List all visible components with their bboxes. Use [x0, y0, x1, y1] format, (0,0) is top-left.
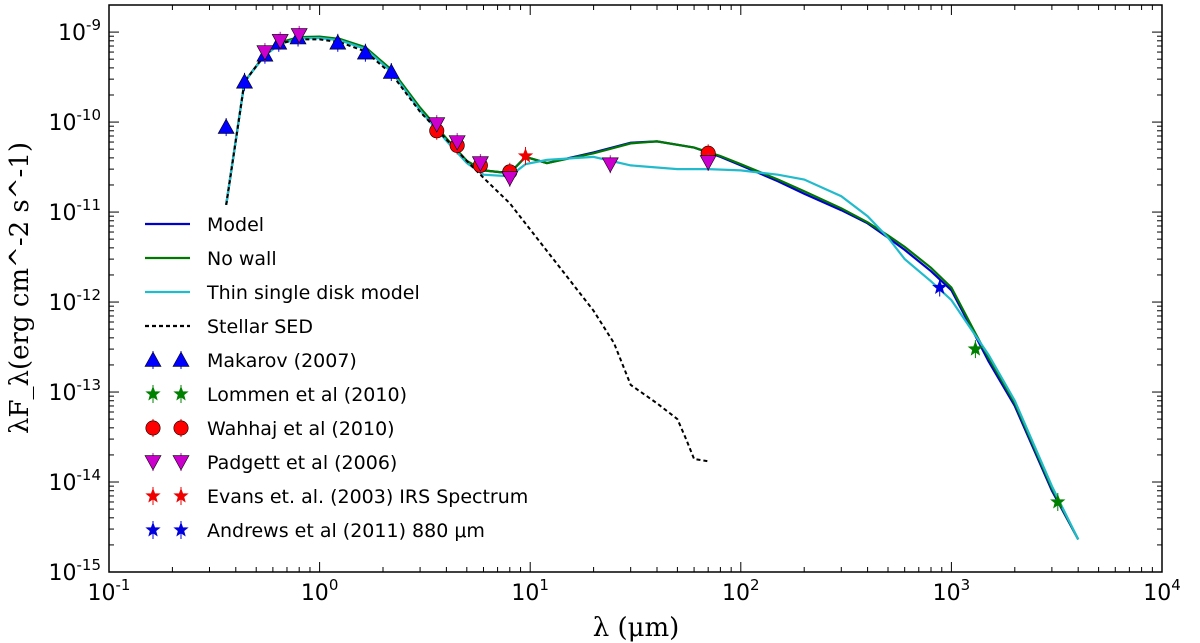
legend-label-evans-et-al-2003-irs-spectrum: Evans et. al. (2003) IRS Spectrum [207, 486, 528, 508]
legend-marker-andrews-et-al-2011-880-m [145, 521, 161, 537]
y-tick-label: 10-11 [49, 196, 102, 226]
legend-marker-lommen-et-al-2010 [173, 385, 189, 401]
data-points [217, 25, 1066, 511]
x-tick-label: 104 [1143, 576, 1181, 606]
legend-label-model: Model [207, 214, 264, 236]
point-makarov-2007 [217, 118, 235, 134]
legend-marker-wahhaj-et-al-2010 [145, 420, 161, 436]
point-lommen-et-al-2010 [967, 341, 983, 356]
legend-marker-makarov-2007 [144, 351, 162, 367]
point-padgett-et-al-2006 [271, 34, 289, 50]
x-tick-label: 100 [301, 576, 339, 606]
x-tick-label: 101 [511, 576, 549, 606]
y-tick-label: 10-15 [49, 556, 102, 586]
tick-labels: 10-1 100 101 102 103 104 10-15 10-14 10-13 10-12 1… [49, 16, 1181, 606]
point-lommen-et-al-2010 [1050, 493, 1066, 509]
y-tick-label: 10-13 [49, 376, 102, 406]
point-padgett-et-al-2006 [601, 157, 619, 173]
legend-marker-andrews-et-al-2011-880-m [173, 521, 189, 537]
legend: Model No wall Thin single disk model Stella… [144, 214, 528, 542]
point-padgett-et-al-2006 [471, 156, 489, 172]
legend-marker-evans-et-al-2003-irs-spectrum [145, 487, 161, 503]
point-makarov-2007 [356, 44, 374, 60]
model-curves [225, 35, 1080, 540]
legend-label-padgett-et-al-2006: Padgett et al (2006) [207, 452, 397, 474]
y-tick-label: 10-9 [58, 16, 101, 46]
point-makarov-2007 [382, 63, 400, 79]
point-padgett-et-al-2006 [256, 45, 274, 61]
legend-marker-wahhaj-et-al-2010 [173, 420, 189, 436]
point-padgett-et-al-2006 [428, 117, 446, 133]
legend-label-thin-single-disk-model: Thin single disk model [206, 282, 420, 304]
legend-marker-lommen-et-al-2010 [145, 385, 161, 401]
point-padgett-et-al-2006 [290, 28, 308, 44]
curve-no-wall [225, 35, 1080, 540]
y-axis-label: λF_λ(erg cm^-2 s^-1) [5, 142, 35, 434]
legend-label-andrews-et-al-2011-880-m: Andrews et al (2011) 880 μm [207, 520, 485, 542]
curve-stellar-sed [225, 38, 709, 463]
tick-marks [108, 4, 1162, 573]
x-tick-label: 103 [933, 576, 971, 606]
x-tick-label: 10-1 [88, 576, 131, 606]
point-andrews-et-al-2011-880-m [932, 279, 948, 294]
legend-label-no-wall: No wall [207, 248, 277, 270]
point-evans-et-al-2003-irs-spectrum [517, 147, 534, 163]
legend-marker-evans-et-al-2003-irs-spectrum [173, 487, 189, 503]
legend-label-wahhaj-et-al-2010: Wahhaj et al (2010) [207, 418, 395, 440]
y-tick-label: 10-14 [49, 466, 102, 496]
legend-marker-padgett-et-al-2006 [144, 455, 162, 471]
x-axis-label: λ (μm) [593, 613, 680, 643]
legend-marker-padgett-et-al-2006 [172, 455, 190, 471]
point-padgett-et-al-2006 [448, 135, 466, 151]
y-tick-label: 10-10 [49, 106, 102, 136]
legend-label-stellar-sed: Stellar SED [207, 316, 313, 338]
x-tick-label: 102 [722, 576, 760, 606]
legend-label-makarov-2007: Makarov (2007) [207, 350, 357, 372]
legend-label-lommen-et-al-2010: Lommen et al (2010) [207, 384, 407, 406]
plot-frame [108, 4, 1163, 573]
y-tick-label: 10-12 [49, 286, 102, 316]
point-makarov-2007 [329, 34, 347, 50]
legend-marker-makarov-2007 [172, 351, 190, 367]
point-makarov-2007 [236, 73, 254, 89]
point-padgett-et-al-2006 [501, 171, 519, 187]
curve-thin-single-disk-model [225, 36, 1080, 540]
point-padgett-et-al-2006 [699, 155, 717, 171]
